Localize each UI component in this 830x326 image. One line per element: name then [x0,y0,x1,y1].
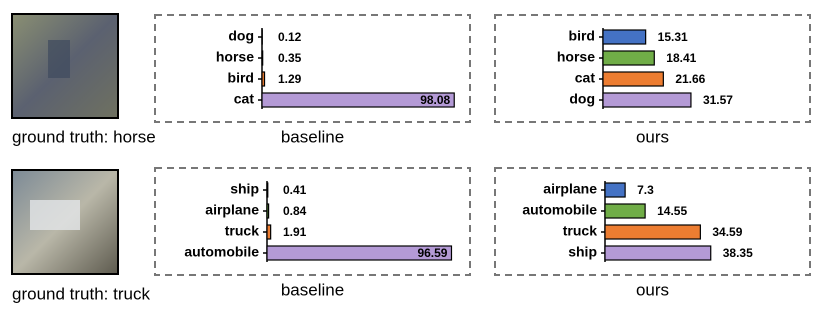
bar [266,224,272,240]
value-label: 38.35 [723,246,753,260]
value-label: 96.59 [417,246,447,260]
value-label: 1.91 [283,225,307,239]
value-label: 0.84 [283,204,307,218]
category-label: horse [557,49,595,65]
category-label: automobile [184,244,259,260]
caption: ground truth: horse [12,127,156,146]
image-detail [30,200,80,230]
category-label: truck [225,223,259,239]
caption: ground truth: truck [12,284,150,303]
value-label: 98.08 [420,93,450,107]
bar [604,245,712,261]
panel-title: baseline [281,127,344,146]
panel-title: baseline [281,280,344,299]
image-detail [48,40,70,78]
category-label: airplane [543,181,597,197]
value-label: 0.12 [278,30,302,44]
bar [266,203,270,219]
value-label: 14.55 [657,204,687,218]
category-label: cat [575,70,596,86]
value-label: 15.31 [658,30,688,44]
category-label: automobile [522,202,597,218]
category-label: dog [228,28,254,44]
value-label: 0.41 [283,183,307,197]
bar [604,224,701,240]
category-label: airplane [205,202,259,218]
value-label: 21.66 [675,72,705,86]
value-label: 31.57 [703,93,733,107]
bar [602,50,655,66]
value-label: 34.59 [712,225,742,239]
panel-border [154,167,471,276]
panel-title: ours [636,280,669,299]
category-label: horse [216,49,254,65]
bar [266,245,453,261]
bar [602,29,647,45]
value-label: 7.3 [637,183,654,197]
bar [261,71,266,87]
bar [261,50,264,66]
bar [261,92,455,108]
panel-border [494,14,811,123]
bar [266,182,269,198]
panel-title: ours [636,127,669,146]
category-label: ship [230,181,259,197]
bar [604,182,626,198]
category-label: cat [234,91,255,107]
category-label: dog [569,91,595,107]
value-label: 18.41 [666,51,696,65]
category-label: bird [569,28,595,44]
bar [602,71,664,87]
value-label: 0.35 [278,51,302,65]
category-label: bird [228,70,254,86]
category-label: ship [568,244,597,260]
value-label: 1.29 [278,72,302,86]
bar [604,203,646,219]
bar [602,92,692,108]
category-label: truck [563,223,597,239]
panel-border [154,14,471,123]
panel-border [494,167,811,276]
